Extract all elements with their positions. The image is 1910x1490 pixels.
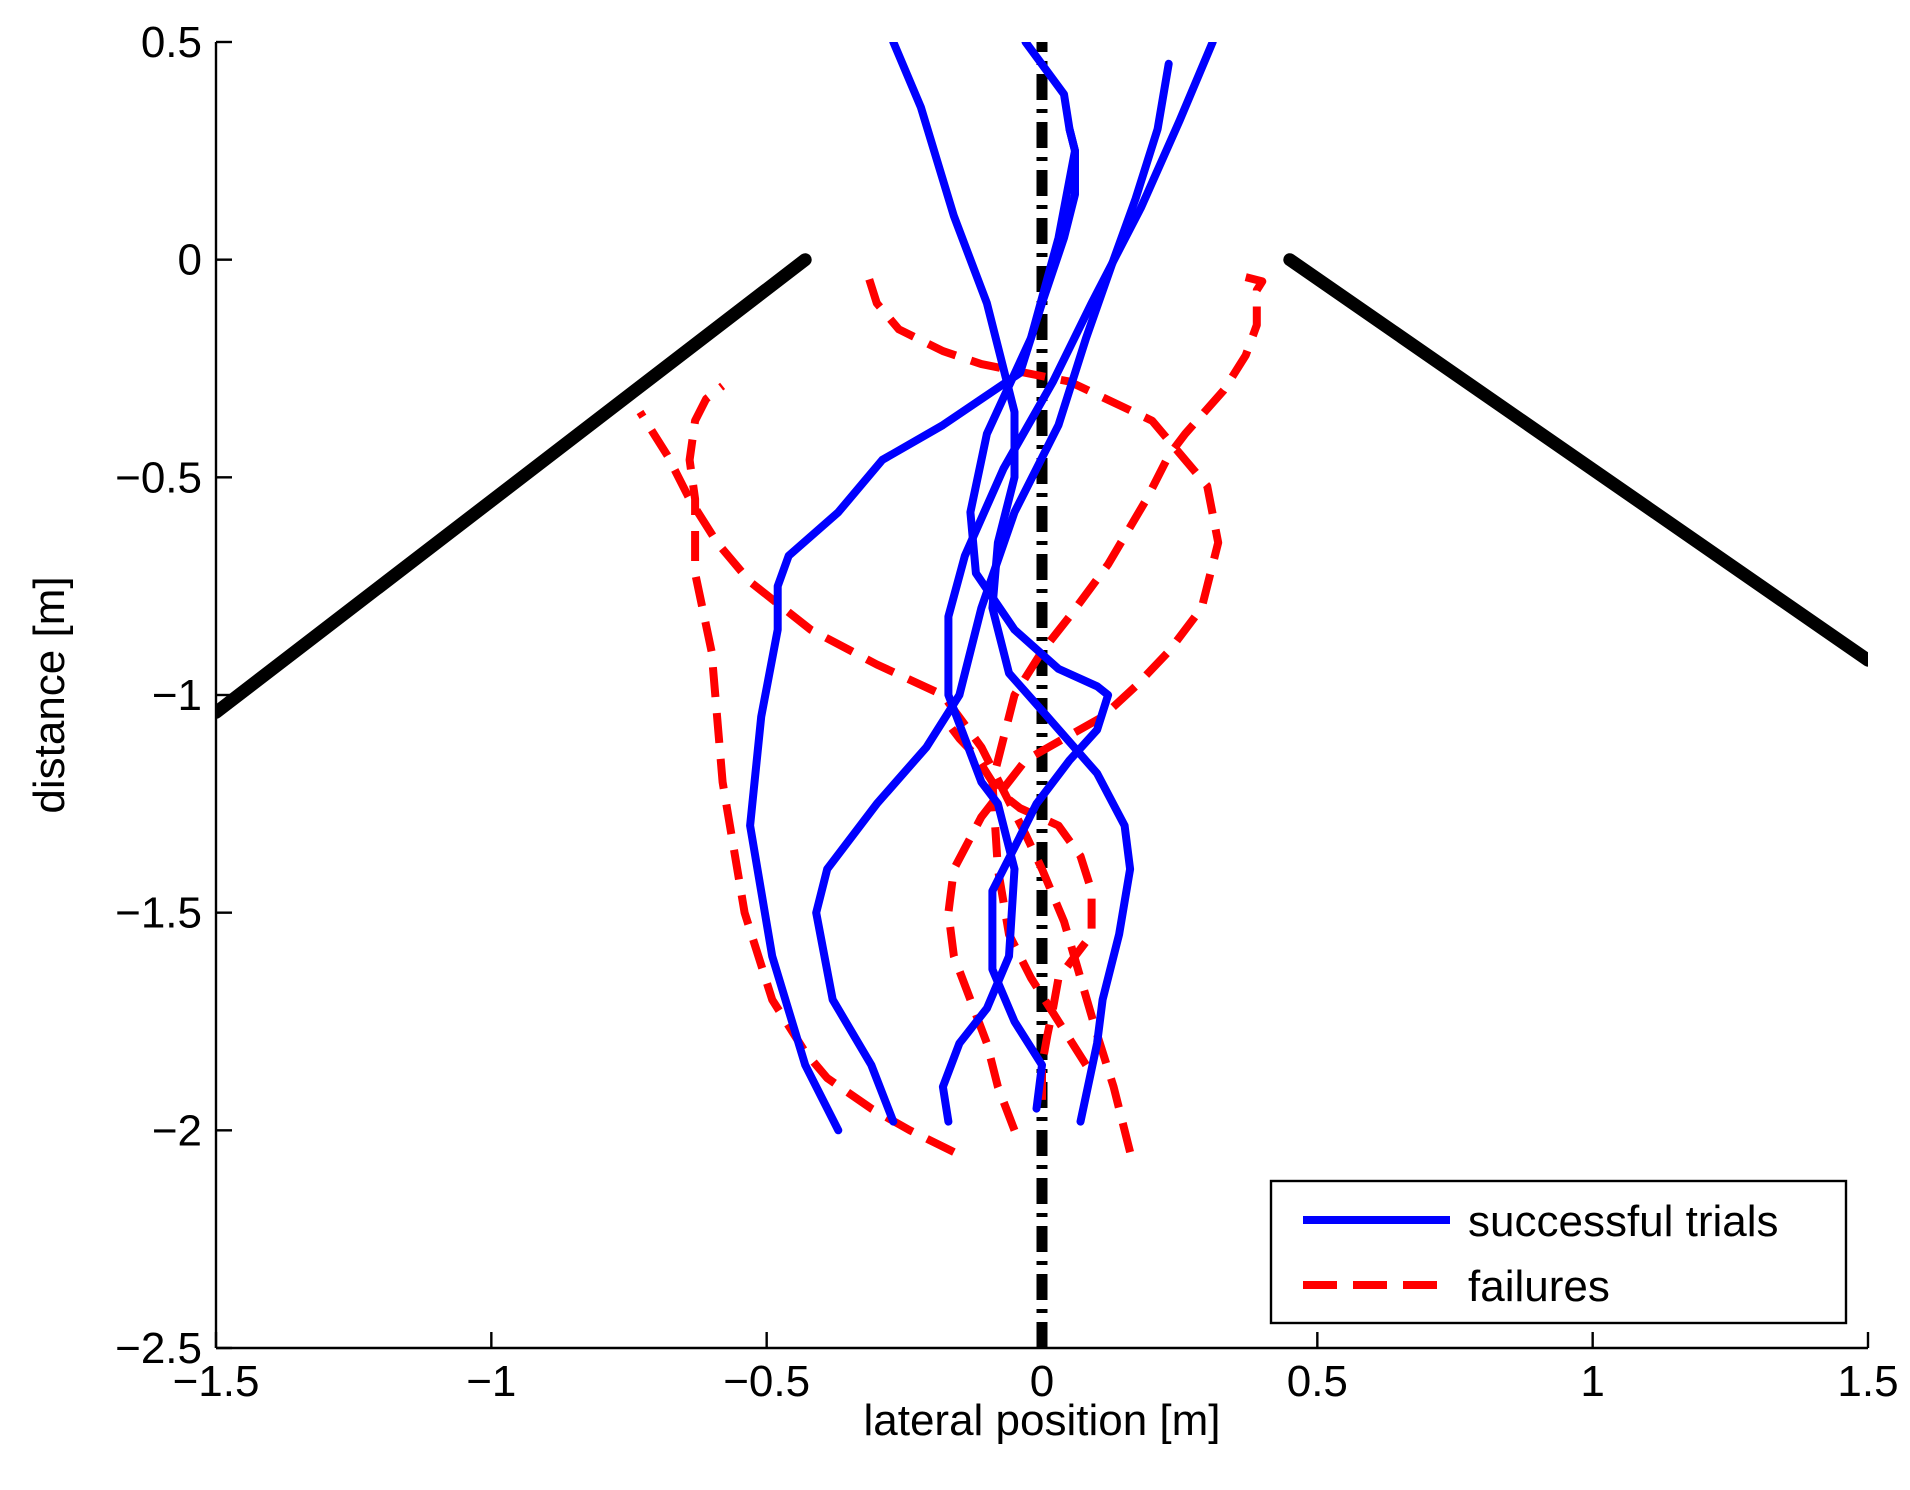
y-tick-label: 0 xyxy=(178,236,202,285)
y-tick-label: −2.5 xyxy=(115,1324,202,1373)
x-axis-label: lateral position [m] xyxy=(863,1396,1220,1445)
legend: successful trials failures xyxy=(1269,1179,1848,1325)
legend-label-successful-trials: successful trials xyxy=(1468,1197,1779,1246)
legend-label-failures: failures xyxy=(1468,1262,1610,1311)
x-tick-label: 0.5 xyxy=(1287,1357,1348,1406)
y-tick-label: 0.5 xyxy=(141,18,202,67)
x-tick-label: −0.5 xyxy=(723,1357,810,1406)
y-tick-label: −2 xyxy=(152,1106,202,1155)
legend-box xyxy=(1269,1179,1848,1325)
y-axis-label: distance [m] xyxy=(25,576,74,813)
success-trajectory-1 xyxy=(746,125,1079,1135)
failure-trajectory-2 xyxy=(636,409,1134,1154)
y-tick-label: −1 xyxy=(152,671,202,720)
x-tick-label: −1 xyxy=(466,1357,516,1406)
success-trajectory-2 xyxy=(812,59,1173,1126)
success-trajectory-4 xyxy=(889,42,1135,1126)
left-wall xyxy=(216,253,812,719)
x-tick-label: −1.5 xyxy=(173,1357,260,1406)
success-trajectory-3 xyxy=(938,42,1217,1126)
axis-ticks: −1.5 −1 −0.5 0 0.5 1 1.5 0.5 0 −0.5 −1 −1.5 −2 −2.5 xyxy=(115,18,1898,1406)
x-tick-label: 1.5 xyxy=(1837,1357,1898,1406)
right-wall xyxy=(1283,253,1868,667)
success-trajectory-5 xyxy=(966,42,1113,1113)
y-tick-label: −1.5 xyxy=(115,889,202,938)
failure-trajectory-4 xyxy=(939,714,1096,1100)
x-tick-label: 1 xyxy=(1580,1357,1604,1406)
plot-data xyxy=(216,42,1868,1348)
x-tick-label: 0 xyxy=(1030,1357,1054,1406)
failure-trajectory-1 xyxy=(685,382,956,1156)
y-tick-label: −0.5 xyxy=(115,453,202,502)
